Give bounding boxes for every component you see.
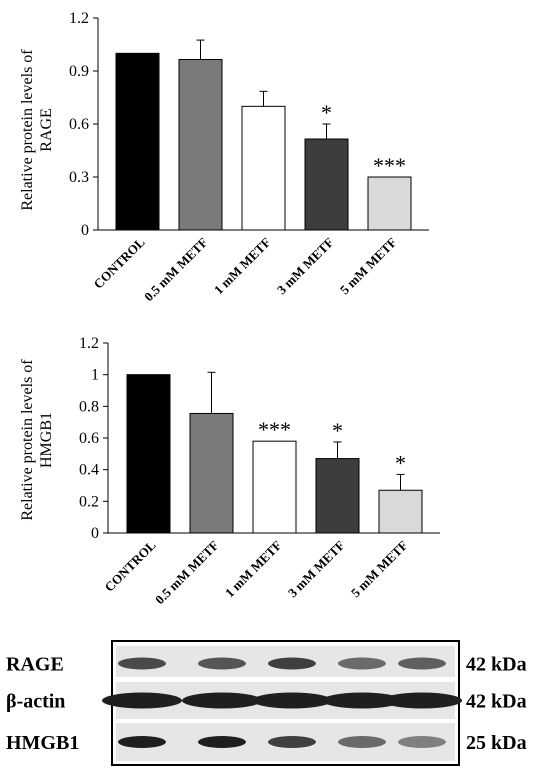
- blot-band: [338, 736, 386, 748]
- y-tick-label: 0: [91, 525, 99, 542]
- blot-band: [338, 657, 386, 670]
- blot-band: [398, 736, 446, 748]
- y-axis-label-line: RAGE: [38, 108, 55, 152]
- x-category-label: 1 mM METF: [222, 537, 285, 600]
- y-tick-label: 0: [81, 222, 89, 239]
- bar-1: [126, 374, 171, 534]
- x-category-label: 0.5 mM METF: [141, 234, 211, 304]
- x-category-label: 3 mM METF: [274, 234, 337, 297]
- blot-band: [198, 736, 246, 748]
- significance-marker: ***: [373, 153, 406, 178]
- bar-5: [378, 489, 423, 534]
- bar-chart-1: 0 0.3 0.6 0.9 1.2 Relative protein levels of R…: [19, 10, 429, 304]
- bar-2: [178, 59, 223, 231]
- y-tick-label: 0.2: [79, 493, 99, 510]
- blot-size-label: 25 kDa: [466, 732, 527, 754]
- blot-band: [398, 657, 446, 670]
- x-category-label: CONTROL: [91, 234, 148, 291]
- blot-band: [382, 692, 462, 709]
- y-axis-label: Relative protein levels of RAGE: [19, 49, 55, 211]
- blot-protein-label: RAGE: [6, 654, 64, 676]
- significance-marker: *: [332, 418, 343, 443]
- blot-band: [182, 692, 262, 709]
- blot-band: [268, 657, 316, 670]
- y-tick-label: 1: [91, 367, 99, 384]
- bar-3: [252, 440, 297, 534]
- bar-3: [241, 105, 286, 231]
- blot-band: [118, 736, 166, 748]
- bar-5: [367, 176, 412, 231]
- y-tick-label: 0.3: [69, 169, 89, 186]
- blot-protein-label: β-actin: [6, 691, 65, 713]
- y-tick-label: 1.2: [69, 10, 89, 27]
- x-category-label: CONTROL: [102, 537, 159, 594]
- x-category-label: 1 mM METF: [211, 234, 274, 297]
- blot-band: [102, 692, 182, 709]
- y-tick-label: 0.4: [79, 462, 99, 479]
- bar-1: [115, 52, 160, 231]
- significance-marker: *: [395, 450, 406, 475]
- y-axis-label-line: HMGB1: [38, 412, 55, 468]
- blot-size-label: 42 kDa: [466, 691, 527, 713]
- bar-chart-2: 0 0.2 0.4 0.6 0.8 1 1.2 Relative protein levels…: [19, 335, 440, 607]
- y-axis-label-line: Relative protein levels of: [19, 49, 36, 211]
- bar-4: [304, 138, 349, 231]
- significance-marker: *: [321, 100, 332, 125]
- y-axis-label: Relative protein levels of HMGB1: [19, 359, 55, 521]
- y-tick-label: 0.6: [69, 116, 89, 133]
- bar-2: [189, 412, 234, 534]
- y-tick-label: 0.8: [79, 398, 99, 415]
- blot-protein-label: HMGB1: [6, 732, 79, 754]
- bar-4: [315, 458, 360, 534]
- x-category-label: 0.5 mM METF: [152, 537, 222, 607]
- y-tick-label: 0.9: [69, 63, 89, 80]
- blot-band: [252, 692, 332, 709]
- blot-band: [268, 736, 316, 748]
- y-tick-label: 1.2: [79, 335, 99, 352]
- blot-size-label: 42 kDa: [466, 654, 527, 676]
- blot-band: [118, 657, 166, 670]
- blot-band: [322, 692, 402, 709]
- significance-marker: ***: [258, 417, 291, 442]
- y-tick-label: 0.6: [79, 430, 99, 447]
- y-axis-label-line: Relative protein levels of: [19, 359, 36, 521]
- x-category-label: 3 mM METF: [285, 537, 348, 600]
- blot-band: [198, 657, 246, 670]
- western-blot-panel: RAGE 42 kDa β-actin 42 kDa HMGB1 25 kDa: [6, 640, 527, 766]
- x-category-label: 5 mM METF: [348, 537, 411, 600]
- x-category-label: 5 mM METF: [337, 234, 400, 297]
